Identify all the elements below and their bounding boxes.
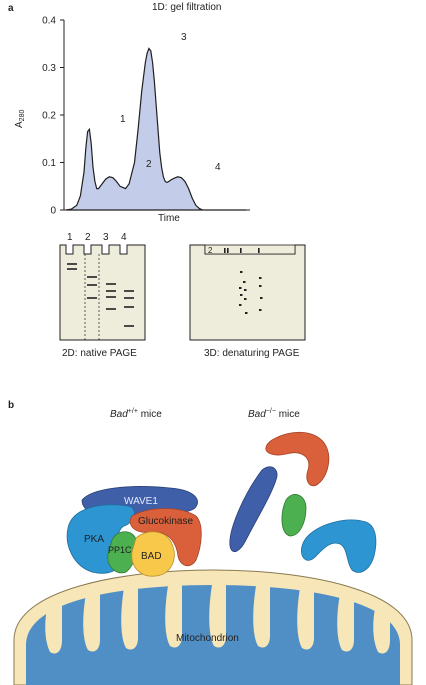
lane-label-1: 1 xyxy=(67,232,73,243)
glucokinase-protein-free xyxy=(265,431,330,487)
chart-title: 1D: gel filtration xyxy=(152,2,221,13)
wave1-protein-free xyxy=(229,466,278,553)
lane-label-2: 2 xyxy=(85,232,91,243)
pka-label: PKA xyxy=(84,534,104,545)
y-tick-label: 0 xyxy=(50,206,56,217)
x-axis-label: Time xyxy=(158,213,180,224)
denaturing-page-caption: 3D: denaturing PAGE xyxy=(204,348,300,359)
peak-label-3: 3 xyxy=(181,32,187,43)
wave1-label: WAVE1 xyxy=(124,496,158,507)
ko-mice-label: Bad−/− mice xyxy=(248,408,300,420)
y-axis: 0 0.1 0.2 0.3 0.4 xyxy=(42,16,65,217)
glucokinase-label: Glucokinase xyxy=(138,516,193,527)
lane-label-4: 4 xyxy=(121,232,127,243)
chromatogram-area xyxy=(65,47,247,211)
denaturing-inner-label: 2 xyxy=(208,246,213,255)
y-tick-label: 0.1 xyxy=(42,158,56,169)
pp1c-protein-free xyxy=(281,494,307,537)
pp1c-label: PP1C xyxy=(108,545,132,555)
y-ticks: 0 0.1 0.2 0.3 0.4 xyxy=(42,16,64,217)
bad-protein xyxy=(131,531,175,577)
bad-label: BAD xyxy=(141,551,162,562)
denaturing-page-gel xyxy=(189,244,306,341)
pka-protein-free xyxy=(301,519,377,573)
mitochondrion xyxy=(13,569,413,685)
panel-b-label: b xyxy=(8,400,14,411)
y-tick-label: 0.3 xyxy=(42,63,56,74)
peak-label-4: 4 xyxy=(215,162,221,173)
peak-label-2: 2 xyxy=(146,159,152,170)
panel-a-label: a xyxy=(8,3,14,14)
y-tick-label: 0.4 xyxy=(42,16,56,27)
lane-label-3: 3 xyxy=(103,232,109,243)
peak-label-1: 1 xyxy=(120,114,126,125)
y-tick-label: 0.2 xyxy=(42,111,56,122)
wt-mice-label: Bad+/+ mice xyxy=(110,408,162,420)
native-page-gel xyxy=(59,244,146,341)
native-page-caption: 2D: native PAGE xyxy=(62,348,137,359)
mitochondrion-label: Mitochondrion xyxy=(176,633,239,644)
y-axis-label: A280 xyxy=(14,110,26,128)
